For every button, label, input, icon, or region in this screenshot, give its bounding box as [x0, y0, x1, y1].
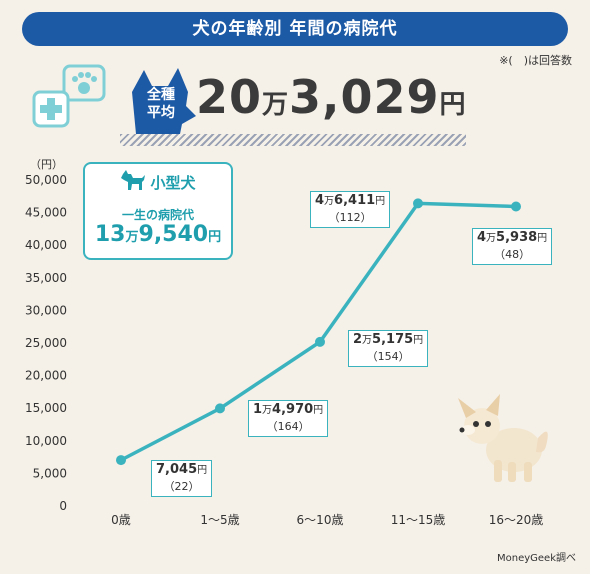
- average-badge-line1: 全種: [147, 87, 175, 103]
- x-tick-label: 6〜10歳: [297, 513, 344, 527]
- y-tick-label: 45,000: [25, 206, 67, 220]
- average-value-rest: 3,029: [289, 70, 440, 124]
- chihuahua-illustration: [458, 394, 548, 482]
- average-badge-line2: 平均: [147, 105, 175, 121]
- data-point: [413, 198, 423, 209]
- data-label: 7,045円 （22）: [151, 460, 213, 498]
- x-tick-label: 11〜15歳: [391, 513, 446, 527]
- data-label-count: （154）: [366, 349, 410, 363]
- small-dog-value: 13万9,540円: [85, 222, 231, 247]
- data-label-value: 4万6,411円: [315, 193, 386, 209]
- data-point: [215, 403, 225, 414]
- y-tick-label: 35,000: [25, 271, 67, 285]
- data-label-count: （112）: [328, 211, 372, 225]
- hatch-underline: [120, 134, 466, 146]
- data-label: 2万5,175円 （154）: [348, 329, 429, 367]
- small-dog-title: 小型犬: [150, 174, 196, 192]
- y-tick-label: 10,000: [25, 434, 67, 448]
- small-dog-unit-man: 万: [125, 230, 139, 245]
- small-dog-subtitle: 一生の病院代: [121, 208, 194, 222]
- y-tick-label: 15,000: [25, 401, 67, 415]
- response-count-note: ※( )は回答数: [499, 54, 572, 67]
- chart-title: 犬の年齢別 年間の病院代: [22, 12, 568, 46]
- small-dog-icon: [121, 170, 146, 190]
- data-label-value: 4万5,938円: [477, 230, 548, 246]
- y-tick-label: 25,000: [25, 336, 67, 350]
- data-label: 4万5,938円 （48）: [472, 228, 553, 266]
- small-dog-lifetime-box: 小型犬 一生の病院代 13万9,540円: [83, 162, 233, 260]
- small-dog-title-row: 小型犬: [85, 170, 231, 193]
- y-tick-label: 5,000: [33, 466, 67, 480]
- source-credit: MoneyGeek調べ: [497, 553, 576, 564]
- data-label-count: （164）: [266, 420, 310, 434]
- average-value-man: 20: [196, 70, 263, 124]
- average-value: 20万3,029円: [196, 70, 467, 124]
- data-label-count: （48）: [494, 248, 531, 262]
- small-dog-value-rest: 9,540: [138, 222, 209, 247]
- average-unit-man: 万: [262, 90, 290, 120]
- data-label-value: 1万4,970円: [253, 402, 324, 418]
- average-unit-yen: 円: [439, 90, 467, 120]
- data-point: [116, 455, 126, 466]
- x-tick-label: 16〜20歳: [489, 513, 544, 527]
- dog-head-icon: [132, 68, 196, 134]
- y-tick-label: 30,000: [25, 303, 67, 317]
- y-tick-label: 40,000: [25, 238, 67, 252]
- data-point: [511, 201, 521, 212]
- data-label: 4万6,411円 （112）: [310, 191, 391, 229]
- x-tick-label: 1〜5歳: [200, 513, 239, 527]
- data-label: 1万4,970円 （164）: [248, 400, 329, 438]
- small-dog-unit-yen: 円: [208, 230, 222, 245]
- y-tick-label: 0: [59, 499, 67, 513]
- y-tick-label: 20,000: [25, 369, 67, 383]
- x-tick-label: 0歳: [111, 513, 131, 527]
- small-dog-value-man: 13: [94, 222, 126, 247]
- data-label-value: 2万5,175円: [353, 331, 424, 347]
- data-label-count: （22）: [163, 480, 200, 494]
- y-tick-label: 50,000: [25, 173, 67, 187]
- data-label-value: 7,045円: [156, 462, 208, 478]
- y-axis-unit-label: （円）: [30, 158, 63, 171]
- data-point: [315, 336, 325, 347]
- paw-medical-icon: [32, 64, 106, 128]
- average-badge: 全種 平均: [132, 80, 190, 126]
